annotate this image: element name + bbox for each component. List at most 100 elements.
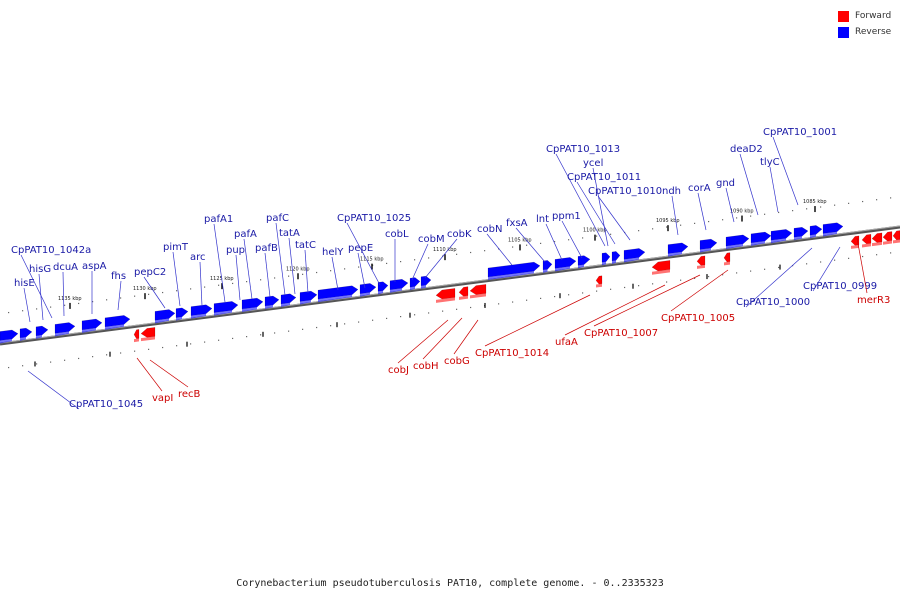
leader-line-reverse [172, 251, 181, 307]
scale-dot [414, 259, 416, 261]
scale-dot [134, 295, 136, 297]
gene-reverse-23 [577, 255, 591, 266]
gene-reverse-17 [389, 278, 409, 291]
gene-label-forward: CpPAT10_1014 [475, 348, 549, 359]
scale-dot [722, 219, 724, 221]
gene-label-reverse: CpPAT10_1042a [11, 245, 91, 256]
leader-line-reverse [275, 222, 286, 296]
gene-label-forward: CpPAT10_1005 [661, 313, 735, 324]
leader-line-forward [136, 357, 163, 392]
leader-line-reverse [213, 223, 226, 303]
gene-forward-12 [892, 230, 900, 241]
scale-dot [288, 275, 290, 277]
gene-forward-10-shade [872, 241, 882, 247]
scale-dot [708, 275, 710, 278]
gene-forward-7-shade [724, 261, 730, 266]
gene-forward-1 [140, 327, 156, 338]
gene-label-forward: cobJ [388, 365, 409, 376]
scale-dot [708, 220, 710, 223]
leader-line-reverse [769, 166, 779, 213]
scale-dot [820, 261, 822, 263]
gene-label-reverse: deaD2 [730, 144, 763, 155]
scale-dot [344, 323, 346, 325]
genome-caption: Corynebacterium pseudotuberculosis PAT10… [236, 578, 664, 589]
scale-dot [106, 299, 108, 301]
backbone-highlight [0, 225, 900, 344]
scale-dot [8, 311, 10, 314]
leader-line-reverse [117, 280, 122, 311]
scale-dot [36, 308, 38, 310]
gene-reverse-29-shade [726, 243, 743, 250]
leader-line-reverse [235, 254, 241, 301]
gene-forward-11 [882, 231, 893, 242]
scale-dot [876, 199, 878, 201]
scale-dot [176, 345, 178, 347]
scale-dot [526, 299, 528, 301]
gene-reverse-24 [601, 252, 611, 263]
gene-reverse-27-shade [668, 251, 682, 257]
gene-reverse-25-shade [612, 260, 616, 264]
leader-line-reverse [745, 247, 813, 308]
scale-dot [610, 233, 612, 235]
scale-dot [876, 254, 878, 256]
leader-line-reverse [357, 252, 366, 289]
tick-label: 1120 kbp [286, 266, 310, 272]
scale-dot [680, 279, 682, 281]
leader-line-reverse [20, 254, 53, 319]
gene-reverse-14-shade [318, 294, 352, 303]
gene-reverse-34 [822, 222, 844, 234]
gene-reverse-32-shade [794, 236, 802, 241]
scale-dot [190, 288, 192, 290]
scale-dots [8, 197, 892, 369]
gene-reverse-6 [154, 309, 176, 321]
legend-label-reverse: Reverse [855, 27, 892, 37]
gene-label-reverse: helY [322, 247, 344, 258]
gene-forward-0-shade [134, 338, 139, 343]
gene-reverse-4-shade [82, 328, 96, 333]
gene-forward-8-shade [851, 244, 859, 249]
scale-dot [540, 242, 542, 244]
gene-label-reverse: CpPAT10_1001 [763, 127, 837, 138]
scale-dot [358, 321, 360, 323]
scale-dot [512, 301, 514, 303]
leader-line-reverse [264, 252, 271, 298]
scale-dot [302, 328, 304, 330]
backbone-line [0, 225, 900, 346]
scale-dot [722, 274, 724, 276]
scale-dot [92, 356, 94, 358]
gene-label-reverse: pimT [163, 242, 189, 253]
scale-dot [358, 266, 360, 268]
scale-dot [428, 257, 430, 259]
gene-reverse-30-shade [751, 241, 765, 246]
gene-reverse-9 [213, 301, 239, 313]
gene-label-forward: merR3 [857, 295, 890, 306]
gene-forward-3 [458, 286, 469, 297]
scale-dot [190, 343, 192, 345]
gene-label-reverse: pepC2 [134, 267, 166, 278]
gene-label-reverse: cobN [477, 224, 502, 235]
gene-forward-10 [871, 232, 883, 243]
gene-reverse-0-shade [0, 338, 12, 344]
tick-label: 1110 kbp [433, 247, 457, 253]
scale-dot [232, 282, 234, 285]
legend-swatch-reverse [838, 26, 849, 38]
scale-dot [316, 326, 318, 329]
gene-label-reverse: tatC [295, 240, 316, 251]
scale-dot [120, 297, 122, 299]
scale-dot [834, 204, 836, 206]
scale-dot [596, 235, 598, 237]
gene-forward-5-shade [652, 269, 670, 275]
leader-line-reverse [576, 181, 616, 245]
gene-label-forward: vapI [152, 393, 173, 404]
scale-dot [456, 308, 458, 310]
scale-dot [470, 306, 472, 309]
scale-dot [750, 215, 752, 217]
scale-dot [456, 253, 458, 255]
tick-label: 1095 kbp [656, 218, 680, 224]
leader-line-reverse [331, 256, 339, 291]
scale-dot [218, 284, 220, 286]
scale-dot [848, 257, 850, 259]
gene-forward-small-shade [596, 283, 602, 288]
leader-line-reverse [304, 249, 309, 294]
